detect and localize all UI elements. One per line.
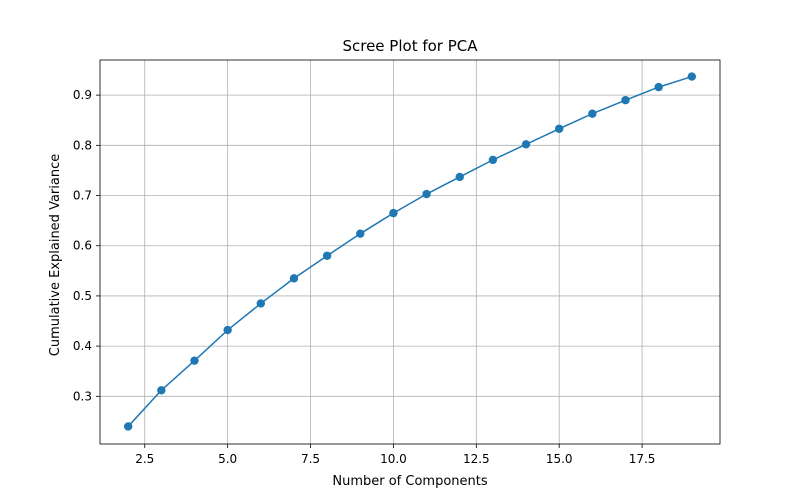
x-tick-label: 10.0 [380, 452, 407, 466]
data-point [322, 251, 332, 260]
axes: 2.5 5.0 7.5 10.0 12.5 15.0 17.5 0.3 0.4 0.5 0.6 0.7… [73, 59, 721, 466]
y-tick-label: 0.4 [73, 339, 92, 353]
plot-frame [99, 59, 721, 445]
data-point [223, 325, 232, 335]
data-point [389, 208, 398, 218]
y-tick-label: 0.7 [73, 189, 92, 203]
x-tick-label: 2.5 [135, 452, 154, 466]
data-point [190, 356, 199, 365]
y-tick-label: 0.9 [73, 88, 92, 102]
x-tick-label: 5.0 [218, 452, 237, 466]
y-tick-label: 0.6 [73, 239, 92, 253]
data-point [422, 189, 431, 199]
y-axis-label: Cumulative Explained Variance [48, 154, 63, 356]
y-tick-label: 0.8 [73, 138, 92, 152]
data-point [488, 155, 498, 165]
data-point [687, 72, 697, 81]
y-tick-label: 0.3 [73, 389, 92, 403]
x-tick-label: 17.5 [629, 452, 656, 466]
data-series [123, 72, 697, 431]
x-axis-label: Number of Components [332, 474, 487, 489]
data-point [554, 124, 564, 133]
data-point [123, 422, 133, 431]
data-point [621, 95, 630, 105]
data-point [521, 140, 531, 149]
chart-title: Scree Plot for PCA [342, 37, 478, 55]
x-tick-label: 15.0 [546, 452, 573, 466]
data-point [654, 82, 663, 92]
x-tick-label: 12.5 [463, 452, 490, 466]
data-point [356, 229, 365, 238]
data-point [455, 172, 464, 182]
x-tick-label: 7.5 [301, 452, 320, 466]
data-point [289, 274, 299, 283]
series-line [127, 75, 693, 427]
grid-lines [100, 60, 720, 444]
data-point [256, 299, 266, 308]
data-point [588, 109, 597, 118]
data-point [157, 386, 166, 395]
y-tick-label: 0.5 [73, 289, 92, 303]
